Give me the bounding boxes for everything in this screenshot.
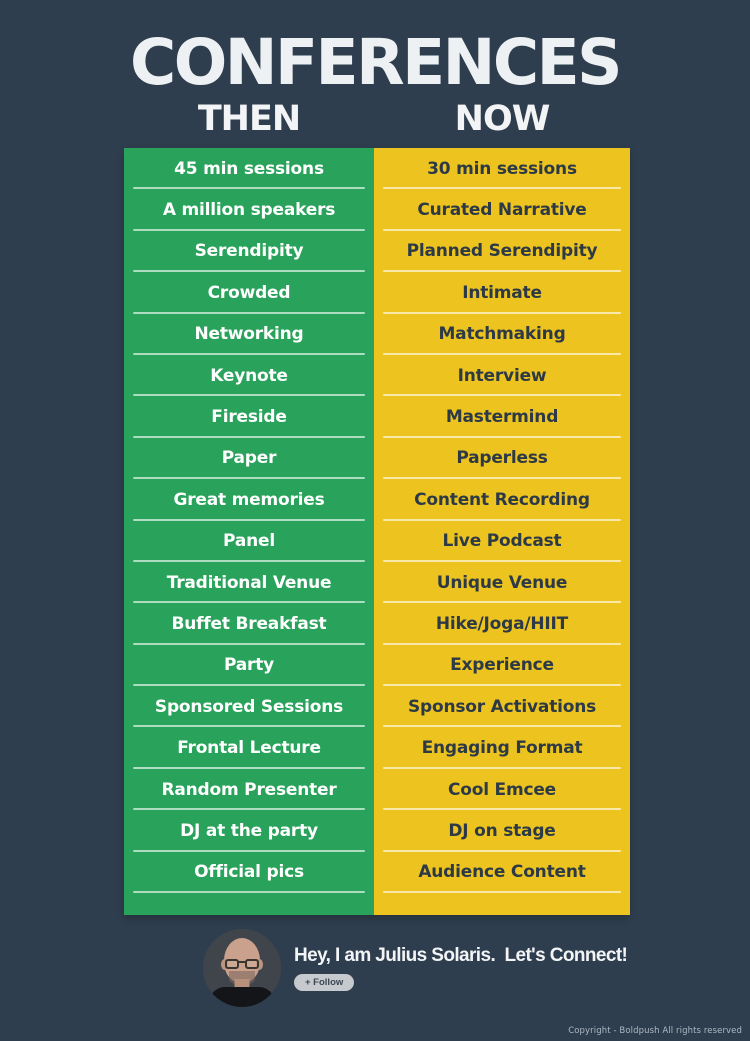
list-item: Matchmaking (374, 314, 630, 356)
list-item: Crowded (124, 272, 374, 314)
list-item: Content Recording (374, 479, 630, 521)
list-item: Cool Emcee (374, 769, 630, 811)
now-header: NOW (454, 99, 551, 139)
list-item: Great memories (124, 479, 374, 521)
column-filler (124, 893, 374, 915)
list-item: Intimate (374, 272, 630, 314)
avatar-shirt (209, 987, 275, 1007)
list-item: Live Podcast (374, 521, 630, 563)
list-item: Audience Content (374, 852, 630, 894)
list-item: Frontal Lecture (124, 727, 374, 770)
page-title: CONFERENCES (129, 26, 623, 99)
list-item: Curated Narrative (374, 189, 630, 232)
then-column: 45 min sessions A million speakers Seren… (124, 148, 374, 915)
glasses-icon (225, 959, 259, 969)
list-item: Interview (374, 355, 630, 397)
list-item: Fireside (124, 396, 374, 439)
list-item: Random Presenter (124, 769, 374, 811)
author-footer: Hey, I am Julius Solaris. Let's Connect!… (203, 929, 628, 1007)
list-item: Party (124, 645, 374, 687)
list-item: 30 min sessions (374, 148, 630, 190)
list-item: Networking (124, 314, 374, 356)
list-item: 45 min sessions (124, 148, 374, 190)
list-item: Paperless (374, 438, 630, 480)
list-item: Mastermind (374, 396, 630, 439)
list-item: Paper (124, 438, 374, 480)
list-item: Unique Venue (374, 562, 630, 604)
column-filler (374, 893, 630, 915)
list-item: Panel (124, 521, 374, 563)
list-item: DJ at the party (124, 810, 374, 853)
list-item: Keynote (124, 355, 374, 397)
list-item: Buffet Breakfast (124, 603, 374, 646)
avatar-ear (221, 959, 228, 970)
list-item: Experience (374, 645, 630, 687)
list-item: Sponsored Sessions (124, 686, 374, 728)
list-item: Planned Serendipity (374, 231, 630, 273)
list-item: A million speakers (124, 189, 374, 232)
list-item: DJ on stage (374, 810, 630, 853)
list-item: Official pics (124, 852, 374, 894)
column-headers: THEN NOW (124, 99, 630, 139)
copyright-notice: Copyright - Boldpush All rights reserved (568, 1026, 742, 1036)
list-item: Serendipity (124, 231, 374, 273)
follow-button[interactable]: + Follow (294, 973, 355, 992)
avatar-ear (256, 959, 263, 970)
list-item: Hike/Joga/HIIT (374, 603, 630, 646)
list-item: Traditional Venue (124, 562, 374, 604)
then-header: THEN (197, 99, 301, 139)
list-item: Engaging Format (374, 727, 630, 770)
comparison-table: 45 min sessions A million speakers Seren… (124, 148, 630, 915)
list-item: Sponsor Activations (374, 686, 630, 728)
avatar (203, 929, 281, 1007)
now-column: 30 min sessions Curated Narrative Planne… (374, 148, 630, 915)
footer-text: Hey, I am Julius Solaris. Let's Connect!… (294, 944, 628, 992)
footer-message: Hey, I am Julius Solaris. Let's Connect! (294, 944, 628, 966)
